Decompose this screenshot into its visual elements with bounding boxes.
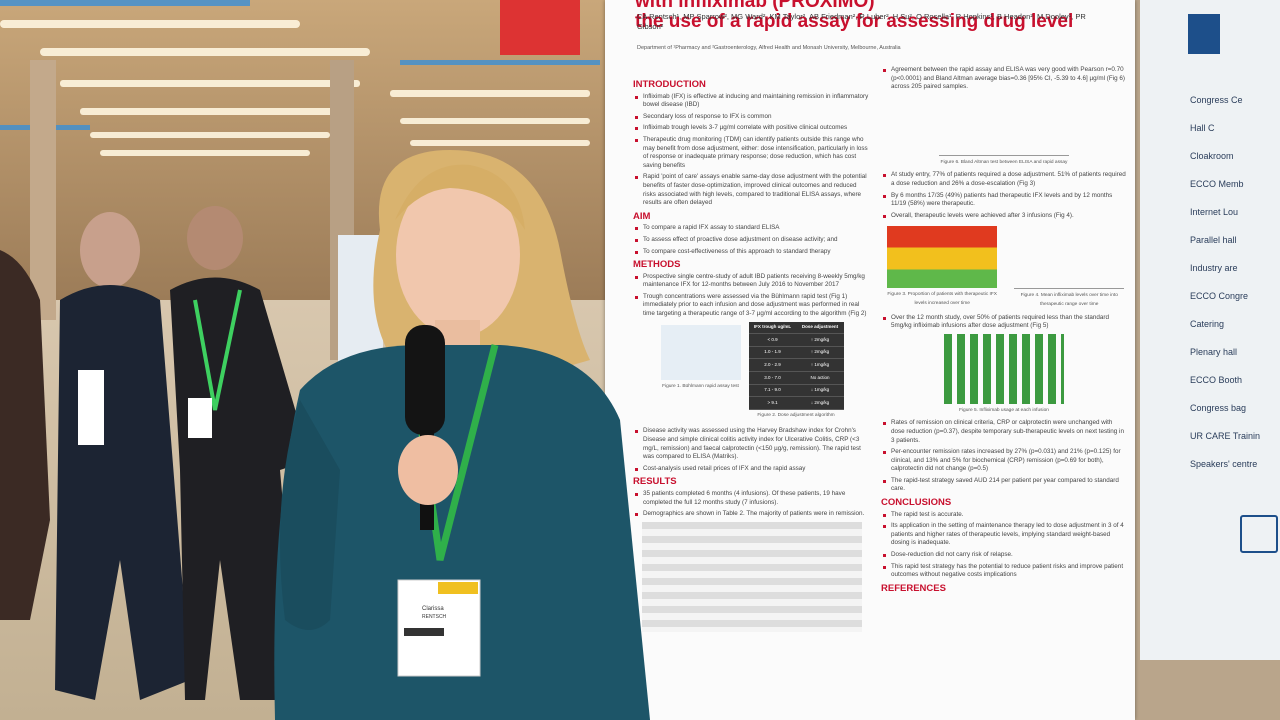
figure-caption: Figure 6. Bland Altman test between ELIS…	[940, 159, 1068, 165]
figure-caption: Figure 5. Infliximab usage at each infus…	[959, 407, 1049, 413]
direction-sign: Congress Ce Hall C Cloakroom ECCO Memb Inter…	[1140, 0, 1280, 660]
row: IFX trough ug/mL Dose adjustment	[748, 321, 844, 335]
figure	[939, 95, 1069, 156]
bullet: To assess effect of proactive dose adjus…	[635, 236, 871, 245]
cell: 7.1 - 9.0	[748, 384, 797, 398]
bullet: Over the 12 month study, over 50% of pat…	[883, 314, 1127, 331]
arrow-icon	[1240, 515, 1278, 553]
sign-entry: Congress Ce	[1190, 95, 1243, 105]
cell: ↓ 1mg/kg	[796, 384, 844, 398]
header-cell: IFX trough ug/mL	[748, 321, 797, 335]
figure-row: Figure 3. Proportion of patients with th…	[881, 223, 1127, 313]
bullet: Secondary loss of response to IFX is com…	[635, 113, 871, 122]
bullet: Its application in the setting of mainte…	[883, 522, 1127, 548]
row: 7.1 - 9.0 ↓ 1mg/kg	[748, 384, 844, 398]
poster: with infliximab (PROXIMO) the use of a r…	[605, 0, 1135, 720]
row: > 9.1 ↓ 2mg/kg	[748, 396, 844, 410]
cell: < 0.9	[748, 333, 797, 347]
row: 2.0 - 2.9 ↑ 1mg/kg	[748, 358, 844, 373]
row: < 0.9 ↑ 2mg/kg	[748, 333, 844, 347]
figure	[944, 333, 1064, 404]
figure	[887, 226, 998, 289]
bullet: Dose-reduction did not carry risk of rel…	[883, 551, 1127, 560]
authors: CA Rentsch¹, MP Sparrow², MG Ward², KM T…	[637, 12, 1086, 31]
dose-table: IFX trough ug/mL Dose adjustment < 0.9 ↑ 2m…	[748, 321, 844, 410]
bullet: Infliximab (IFX) is effective at inducin…	[635, 93, 871, 110]
cell: ↑ 1mg/kg	[796, 358, 844, 373]
cell: 1.0 - 1.9	[748, 346, 797, 360]
row: 3.0 - 7.0 No action	[748, 371, 844, 385]
row: 1.0 - 1.9 ↑ 2mg/kg	[748, 346, 844, 360]
bullet: Agreement between the rapid assay and EL…	[883, 66, 1127, 92]
affiliation: Department of ¹Pharmacy and ²Gastroenter…	[637, 45, 901, 51]
title-line: the use of a rapid assay for assessing d…	[635, 11, 1074, 32]
bullet: Demographics are shown in Table 2. The m…	[635, 510, 871, 519]
sign-entry: ECCO Booth	[1190, 375, 1243, 385]
bullet: By 6 months 17/35 (49%) patients had the…	[883, 192, 1127, 209]
bullet: Rapid 'point of care' assays enable same…	[635, 173, 871, 207]
sign-entry: ECCO Congre	[1190, 291, 1249, 301]
figure-caption: Figure 2. Dose adjustment algorithm	[757, 412, 835, 418]
figure	[1014, 226, 1125, 290]
bullet: This rapid test strategy has the potenti…	[883, 563, 1127, 580]
logo	[1188, 14, 1220, 54]
figure-caption: Figure 3. Proportion of patients with th…	[887, 292, 998, 306]
figure-4: Figure 4. Mean infliximab levels over ti…	[1011, 223, 1127, 313]
cell: No action	[796, 371, 844, 385]
bullet: To compare a rapid IFX assay to standard…	[635, 224, 871, 233]
figure-3: Figure 3. Proportion of patients with th…	[881, 223, 1003, 313]
section-heading: AIM	[633, 210, 651, 222]
section-heading: INTRODUCTION	[633, 79, 706, 90]
cell: ↑ 2mg/kg	[796, 346, 844, 360]
left-column: INTRODUCTION Infliximab (IFX) is effectiv…	[633, 76, 871, 635]
sign-entry: Speakers' centre	[1190, 459, 1258, 469]
bullet: The rapid-test strategy saved AUD 214 pe…	[883, 477, 1127, 494]
header-cell: Dose adjustment	[796, 321, 844, 335]
bullet: Cost-analysis used retail prices of IFX …	[635, 465, 871, 474]
bullet: Per-encounter remission rates increased …	[883, 448, 1127, 474]
section-heading: RESULTS	[633, 476, 677, 488]
cell: ↑ 2mg/kg	[796, 333, 844, 347]
cell: > 9.1	[748, 396, 797, 410]
bullet: Trough concentrations were assessed via …	[635, 293, 871, 319]
sign-entry: Parallel hall	[1190, 235, 1237, 245]
cell: 2.0 - 2.9	[748, 358, 797, 373]
title-line: with infliximab (PROXIMO)	[635, 0, 875, 12]
bullet: Disease activity was assessed using the …	[635, 427, 871, 461]
sign-entry: Catering	[1190, 319, 1225, 329]
figure-caption: Figure 4. Mean infliximab levels over ti…	[1020, 293, 1118, 307]
poster-title: with infliximab (PROXIMO) the use of a r…	[635, 0, 1115, 32]
figure-2: IFX trough ug/mL Dose adjustment < 0.9 ↑ 2m…	[748, 321, 844, 425]
sign-entry: ECCO Memb	[1190, 179, 1244, 189]
sign-entry: Cloakroom	[1190, 151, 1234, 161]
sign-entry: UR CARE Trainin	[1190, 431, 1261, 441]
bullet: At study entry, 77% of patients required…	[883, 171, 1126, 187]
sign-entry: Congress bag	[1190, 403, 1247, 413]
bullet: The rapid test is accurate.	[883, 511, 1127, 520]
figure-row: Figure 1. Bühlmann rapid assay test IFX t…	[633, 321, 871, 425]
bullet: Therapeutic drug monitoring (TDM) can id…	[635, 136, 871, 170]
sign-entry: Industry are	[1190, 263, 1238, 273]
cell: ↓ 2mg/kg	[796, 396, 844, 410]
figure-1: Figure 1. Bühlmann rapid assay test	[660, 322, 741, 425]
bullet: Overall, therapeutic levels were achieve…	[883, 212, 1127, 221]
section-heading: REFERENCES	[881, 582, 946, 594]
sign-entry: Hall C	[1190, 123, 1215, 133]
figure	[642, 521, 862, 632]
sign-entry: Plenary hall	[1190, 347, 1238, 357]
sign-entry: Internet Lou	[1190, 207, 1239, 217]
section-heading: CONCLUSIONS	[881, 497, 952, 509]
cell: 3.0 - 7.0	[748, 371, 797, 385]
figure	[660, 324, 741, 380]
bullet: Prospective single centre-study of adult…	[635, 273, 871, 290]
bullet: Rates of remission on clinical criteria,…	[883, 419, 1127, 445]
bullet: 35 patients completed 6 months (4 infusi…	[635, 490, 871, 507]
section-heading: METHODS	[633, 259, 681, 271]
figure-caption: Figure 1. Bühlmann rapid assay test	[662, 383, 739, 389]
bullet: To compare cost-effectiveness of this ap…	[635, 248, 871, 257]
right-column: Agreement between the rapid assay and EL…	[881, 66, 1127, 596]
bullet: Infliximab trough levels 3-7 µg/ml corre…	[635, 124, 871, 133]
